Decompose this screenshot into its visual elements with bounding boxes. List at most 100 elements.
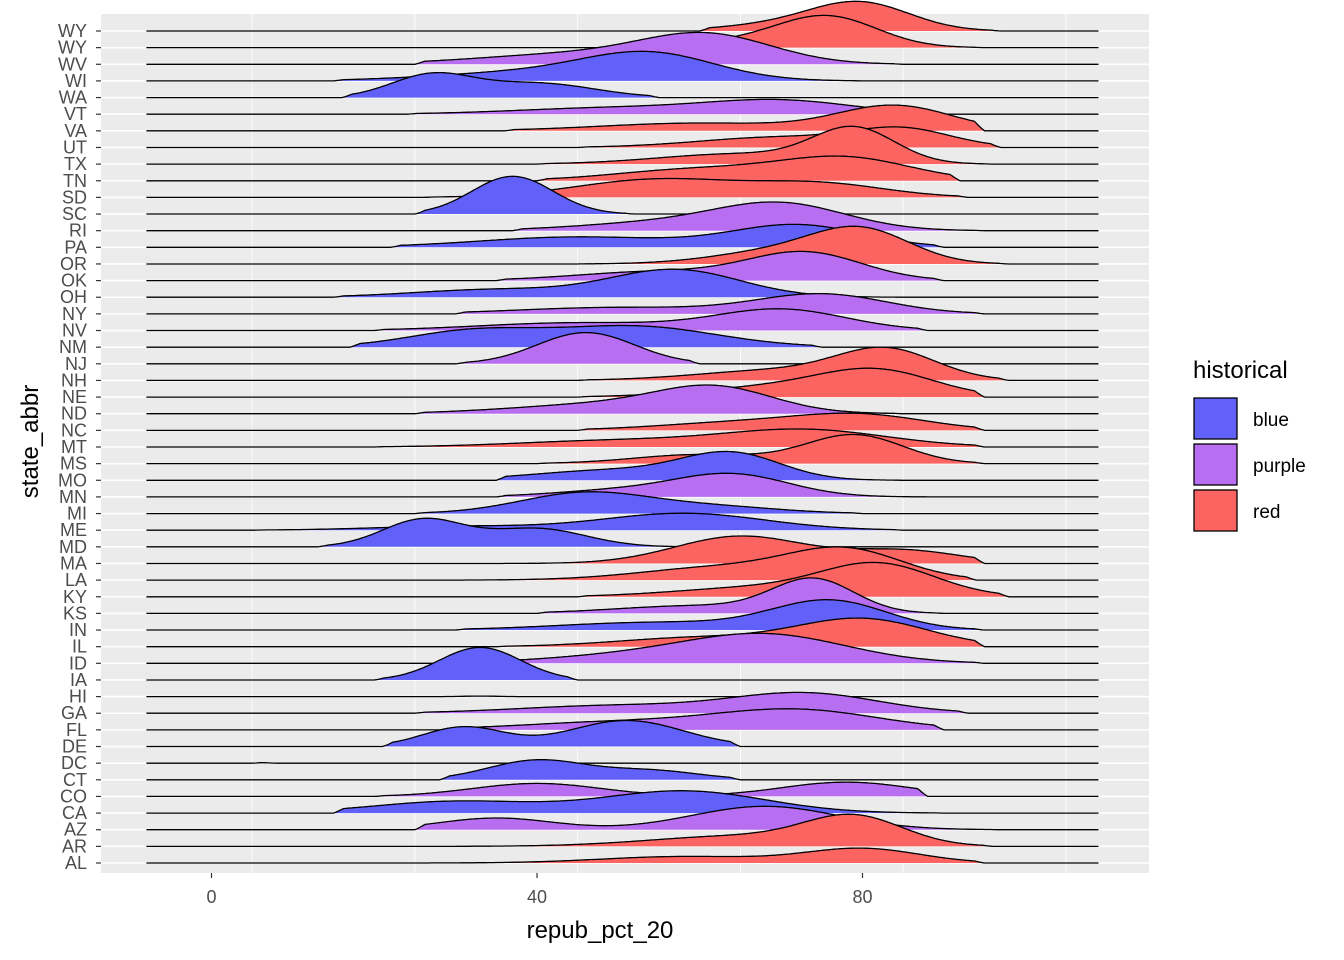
ridge-outline	[146, 104, 1099, 132]
ridge-fill	[512, 202, 985, 231]
ridge-ar	[146, 813, 1099, 848]
legend-key-blue	[1193, 397, 1238, 440]
y-tick-label-tx: TX	[64, 154, 87, 174]
y-tick-label-fl: FL	[66, 720, 87, 740]
ridge-al	[146, 847, 1099, 864]
x-tick-label: 80	[852, 887, 872, 907]
ridge-mo	[146, 450, 1099, 481]
y-tick-label-nv: NV	[62, 321, 87, 341]
ridge-outline	[146, 790, 1099, 814]
ridge-de	[146, 719, 1099, 748]
ridge-tn	[146, 155, 1099, 182]
y-tick-label-va: VA	[64, 121, 87, 141]
ridge-fill	[699, 1, 1001, 32]
ridge-fill	[414, 692, 969, 714]
ridge-fill	[455, 293, 985, 314]
legend-label-blue: blue	[1253, 410, 1289, 431]
y-tick-label-ne: NE	[62, 387, 87, 407]
y-tick-label-hi: HI	[69, 687, 87, 707]
x-tick-label: 40	[527, 887, 547, 907]
x-axis-title: repub_pct_20	[527, 917, 674, 944]
x-tick-label: 0	[206, 887, 216, 907]
legend-label-purple: purple	[1253, 456, 1306, 477]
y-tick-label-wa: WA	[59, 88, 87, 108]
y-tick-label-nd: ND	[61, 404, 87, 424]
ridge-ms	[146, 433, 1099, 465]
y-tick-label-de: DE	[62, 737, 87, 757]
legend-label-red: red	[1253, 502, 1280, 523]
ridge-fill	[455, 332, 700, 364]
ridge-id	[146, 632, 1099, 664]
ridge-outline	[146, 577, 1099, 615]
ridge-fl	[146, 708, 1099, 731]
ridge-outline	[146, 708, 1099, 731]
ridge-tx	[146, 125, 1099, 165]
y-axis: ALARAZCACOCTDCDEFLGAHIIAIDILINKSKYLAMAMD…	[58, 21, 101, 873]
ridge-fill	[366, 848, 985, 863]
y-tick-label-pa: PA	[64, 237, 87, 257]
ridge-outline	[146, 346, 1099, 382]
y-tick-label-nm: NM	[59, 337, 87, 357]
y-tick-label-ri: RI	[69, 221, 87, 241]
ridge-outline	[146, 512, 1099, 531]
y-tick-label-wy2: WY	[58, 21, 87, 41]
y-tick-label-me: ME	[60, 520, 87, 540]
ridge-wv	[146, 31, 1099, 65]
ridge-outline	[146, 847, 1099, 864]
ridge-ky	[146, 561, 1099, 598]
ridge-fill	[496, 618, 985, 647]
ridge-vt	[146, 98, 1099, 115]
legend: historical blue purple red	[1193, 357, 1306, 532]
y-tick-label-wi: WI	[65, 71, 87, 91]
ridge-outline	[146, 758, 1099, 781]
ridge-ga	[146, 691, 1099, 714]
ridge-fill	[577, 226, 1009, 264]
y-tick-label-il: IL	[72, 637, 87, 657]
ridge-outline	[146, 599, 1099, 631]
ridge-outline	[146, 561, 1099, 598]
x-axis: 0 40 80	[206, 873, 873, 907]
ridge-outline	[146, 0, 1099, 32]
y-tick-label-mn: MN	[59, 487, 87, 507]
y-tick-label-nh: NH	[61, 370, 87, 390]
y-tick-label-co: CO	[60, 786, 87, 806]
ridge-outline	[146, 450, 1099, 481]
ridge-or	[146, 225, 1099, 265]
y-tick-label-mt: MT	[61, 437, 87, 457]
ridge-fill	[406, 99, 944, 115]
ridge-nj	[146, 331, 1099, 365]
y-tick-label-wy: WY	[58, 38, 87, 58]
y-tick-label-ct: CT	[63, 770, 87, 790]
ridge-outline	[146, 762, 1099, 764]
ridge-outline	[146, 31, 1099, 65]
y-tick-label-ok: OK	[61, 271, 87, 291]
ridge-fill	[414, 32, 904, 65]
ridge-ia	[146, 646, 1099, 681]
y-tick-label-vt: VT	[64, 104, 87, 124]
ridge-fill	[537, 156, 961, 181]
ridge-fill	[496, 473, 944, 497]
ridge-outline	[146, 428, 1099, 448]
ridge-fill	[504, 105, 985, 131]
y-tick-label-ca: CA	[62, 803, 87, 823]
ridge-me	[146, 512, 1099, 531]
y-tick-label-wv: WV	[58, 54, 87, 74]
legend-key-purple	[1193, 443, 1238, 486]
y-tick-label-ga: GA	[61, 703, 87, 723]
ridge-outline	[146, 719, 1099, 748]
ridge-outline	[146, 632, 1099, 664]
ridge-outline	[146, 292, 1099, 315]
ridge-fill	[537, 434, 985, 464]
legend-title: historical	[1193, 357, 1288, 384]
y-tick-label-in: IN	[69, 620, 87, 640]
ridge-outline	[146, 225, 1099, 265]
ridge-outline	[146, 175, 1099, 215]
y-tick-label-nc: NC	[61, 420, 87, 440]
ridge-fill	[455, 633, 985, 664]
ridge-va	[146, 104, 1099, 132]
ridge-fill	[317, 518, 725, 547]
ridge-ri	[146, 201, 1099, 232]
y-tick-label-ia: IA	[70, 670, 87, 690]
y-tick-label-ny: NY	[62, 304, 87, 324]
